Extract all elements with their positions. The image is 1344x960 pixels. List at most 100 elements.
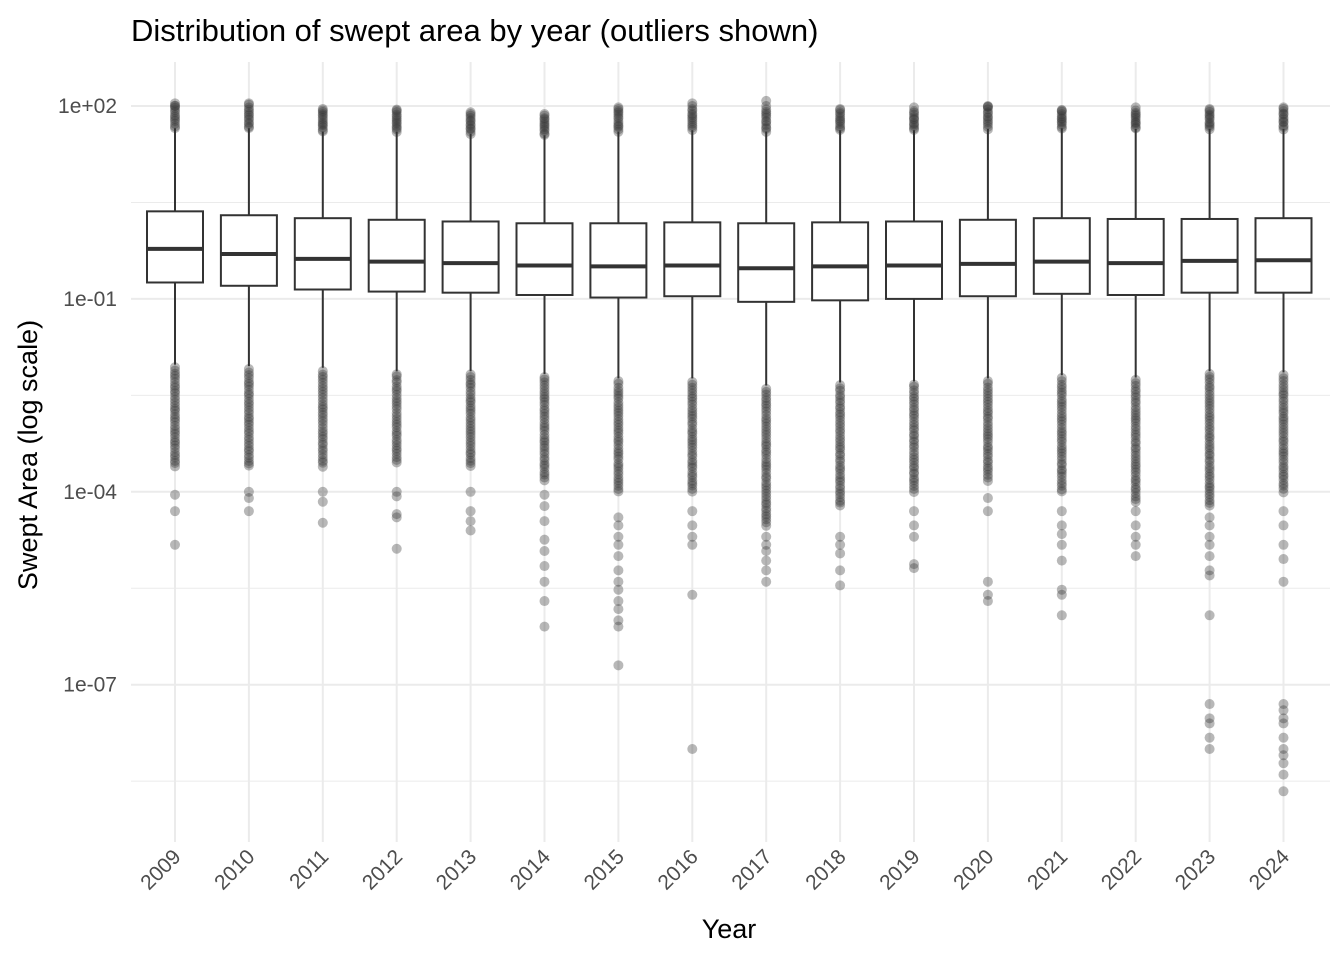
iqr-box [737,222,796,303]
outlier-point [613,109,624,120]
outlier-point [243,370,254,381]
outlier-point [761,499,772,510]
outlier-point [835,398,846,409]
outlier-point [243,399,254,410]
outlier-point [835,477,846,488]
outlier-point [317,381,328,392]
outlier-point [317,110,328,121]
outlier-point [1130,115,1141,126]
outlier-point [539,414,550,425]
box-2018 [811,130,870,383]
outlier-point [761,108,772,119]
outlier-point [1056,404,1067,415]
outlier-point [1056,111,1067,122]
outlier-point [465,378,476,389]
outlier-point [761,531,772,542]
outlier-point [243,426,254,437]
outlier-point [170,101,180,111]
outlier-point [317,404,328,415]
outlier-point [539,475,550,486]
outlier-point [687,462,698,473]
outlier-point [1204,713,1215,724]
outlier-point [243,419,254,430]
outlier-point [1130,491,1141,502]
outlier-point [539,467,550,478]
y-tick-labels: 1e-07 1e-04 1e-01 1e+02 [58,95,117,697]
outlier-point [909,420,919,431]
outlier-point [391,386,402,397]
outlier-point [761,482,772,493]
outlier-point [391,107,402,118]
outlier-point [465,120,476,131]
outlier-point [835,497,846,508]
outlier-point [835,409,846,420]
outlier-point [1204,450,1215,461]
outlier-point [1204,482,1215,493]
outlier-point [1056,451,1067,462]
outlier-point [613,460,624,471]
outlier-point [391,543,402,554]
outlier-point [1278,744,1289,754]
outlier-point [1204,410,1215,421]
outlier-point [243,444,254,455]
outlier-point [1278,480,1289,491]
outlier-point [243,381,254,392]
outlier-point [982,437,993,448]
outlier-point [465,414,476,425]
outlier-point [1278,405,1289,416]
outlier-point [761,468,772,479]
outlier-point [835,407,846,418]
outlier-point [982,469,993,480]
iqr-box [1254,217,1313,294]
outlier-point [1204,551,1215,562]
outlier-point [170,447,180,458]
outlier-point [1278,382,1289,393]
outlier-point [1130,427,1141,438]
outlier-point [835,489,846,500]
outlier-point [835,430,846,441]
outlier-point [1204,106,1215,117]
outlier-point [1278,539,1289,550]
outlier-point [391,434,402,445]
outlier-point [1130,102,1141,113]
outlier-point [761,424,772,435]
outlier-point [761,471,772,482]
outlier-point [170,539,180,550]
outlier-point [761,395,772,406]
outlier-point [687,379,698,390]
outlier-point [909,449,919,460]
outlier-point [761,491,772,502]
outlier-point [243,460,254,471]
outlier-point [1278,369,1289,380]
outlier-point [243,506,254,517]
outlier-point [909,531,919,542]
outlier-point [835,403,846,414]
outlier-point [243,117,254,128]
box-2011 [293,131,352,368]
outlier-point [1204,445,1215,456]
outlier-point [1204,381,1215,392]
outlier-point [761,505,772,516]
outlier-point [391,109,402,120]
outlier-point [243,411,254,422]
iqr-box [589,222,648,299]
outlier-point [909,402,919,413]
outlier-point [243,434,254,445]
outlier-point [1278,469,1289,480]
outlier-point [465,420,476,431]
outlier-point [1130,390,1141,401]
outlier-point [687,104,698,115]
outlier-point [1204,433,1215,444]
outlier-point [539,621,550,632]
outlier-point [613,660,624,671]
outlier-point [317,386,328,397]
outlier-point [170,426,180,437]
outlier-point [1204,732,1215,743]
outlier-point [1130,392,1141,403]
outlier-point [170,457,180,468]
outlier-point [687,531,698,542]
chart-title: Distribution of swept area by year (outl… [131,13,818,48]
outlier-point [170,371,180,382]
outlier-point [465,392,476,403]
outlier-point [1204,699,1215,710]
